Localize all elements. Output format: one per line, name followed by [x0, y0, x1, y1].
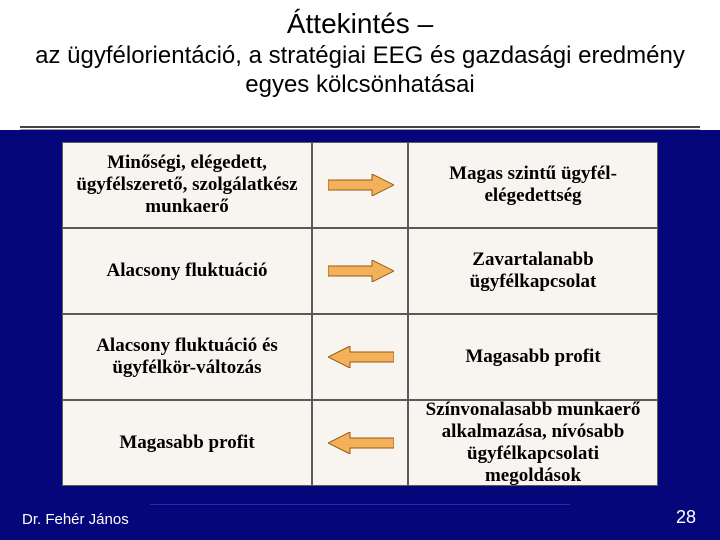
flow-cell-left: Magasabb profit	[62, 400, 312, 486]
flow-cell-arrow	[312, 314, 408, 400]
flow-cell-right: Színvonalasabb munkaerő alkalmazása, nív…	[408, 400, 658, 486]
flow-row: Alacsony fluktuáció és ügyfélkör-változá…	[62, 314, 658, 400]
flow-cell-arrow	[312, 400, 408, 486]
arrow-right-icon	[328, 174, 394, 196]
title-rule-2	[20, 129, 700, 130]
flow-row: Magasabb profit Színvonalasabb munkaerő a…	[62, 400, 658, 486]
flow-grid: Minőségi, elégedett, ügyfélszerető, szol…	[62, 142, 658, 486]
flow-cell-arrow	[312, 228, 408, 314]
title-rule-1	[20, 126, 700, 128]
arrow-left-icon	[328, 346, 394, 368]
flow-row: Alacsony fluktuáció Zavartalanabb ügyfélk…	[62, 228, 658, 314]
footer-page: 28	[676, 507, 696, 528]
footer-author: Dr. Fehér János	[22, 511, 129, 528]
arrow-right-icon	[328, 260, 394, 282]
flow-cell-arrow	[312, 142, 408, 228]
flow-cell-right: Magas szintű ügyfél-elégedettség	[408, 142, 658, 228]
flow-cell-left: Alacsony fluktuáció és ügyfélkör-változá…	[62, 314, 312, 400]
slide-title: Áttekintés – az ügyfélorientáció, a stra…	[0, 8, 720, 100]
arrow-left-icon	[328, 432, 394, 454]
flow-cell-right: Magasabb profit	[408, 314, 658, 400]
flow-cell-left: Minőségi, elégedett, ügyfélszerető, szol…	[62, 142, 312, 228]
flow-cell-left: Alacsony fluktuáció	[62, 228, 312, 314]
footer-band	[150, 504, 570, 534]
title-line-2: az ügyfélorientáció, a stratégiai EEG és…	[0, 42, 720, 100]
flow-row: Minőségi, elégedett, ügyfélszerető, szol…	[62, 142, 658, 228]
title-line-1: Áttekintés –	[0, 8, 720, 40]
flow-cell-right: Zavartalanabb ügyfélkapcsolat	[408, 228, 658, 314]
